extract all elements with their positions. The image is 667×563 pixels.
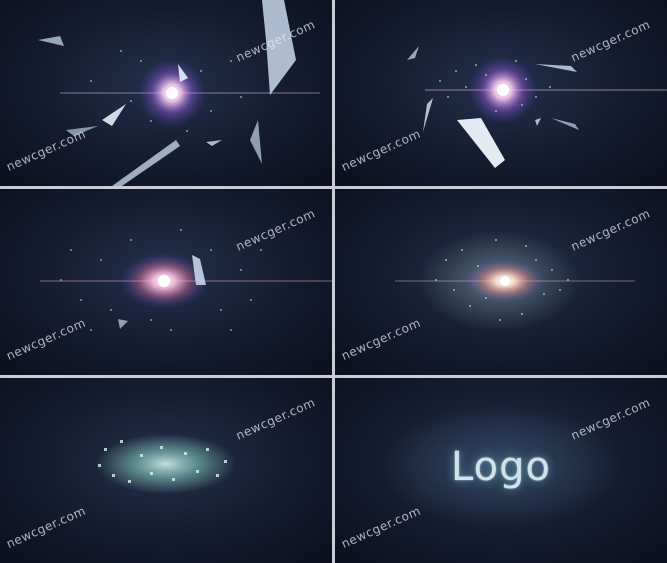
glass-shard — [535, 118, 541, 126]
frame-5: newcger.com newcger.com — [0, 378, 332, 563]
glass-shard — [178, 64, 188, 82]
debris-particles — [435, 239, 569, 321]
glass-shard — [112, 140, 180, 186]
debris-particles — [60, 229, 262, 331]
frame-6: Logo newcger.com newcger.com — [335, 378, 667, 563]
glass-shard — [118, 319, 128, 329]
logo-text: Logo — [451, 444, 551, 490]
glass-shard — [551, 118, 579, 130]
frame-3: newcger.com newcger.com — [0, 189, 332, 375]
glass-shard — [423, 98, 433, 132]
flare-core — [497, 84, 509, 96]
glass-shard — [102, 104, 126, 126]
frame-4: newcger.com newcger.com — [335, 189, 667, 375]
background-glow — [381, 406, 621, 526]
glass-shard — [38, 36, 64, 46]
glass-shard — [66, 126, 98, 136]
debris-particles — [98, 440, 227, 483]
flare-core — [500, 276, 510, 286]
glass-shard — [192, 255, 206, 285]
frame-1: newcger.com newcger.com — [0, 0, 332, 186]
frame-1-scene — [38, 0, 320, 186]
flare-core — [166, 87, 178, 99]
flare-core — [158, 275, 170, 287]
glass-shard — [535, 64, 577, 72]
frame-2: newcger.com newcger.com — [335, 0, 667, 186]
glass-shard — [206, 140, 222, 146]
debris-particles — [439, 60, 551, 112]
glass-shard — [457, 118, 505, 168]
frame-4-scene — [395, 231, 635, 331]
frame-3-scene — [40, 229, 332, 331]
frame-6-scene — [381, 406, 621, 526]
particle-logo-forming — [96, 434, 236, 494]
glass-shard — [407, 46, 419, 60]
frame-2-scene — [407, 46, 667, 168]
glass-shard — [250, 120, 262, 164]
debris-particles — [90, 50, 242, 132]
glass-shard — [262, 0, 296, 95]
frame-5-scene — [96, 434, 236, 494]
